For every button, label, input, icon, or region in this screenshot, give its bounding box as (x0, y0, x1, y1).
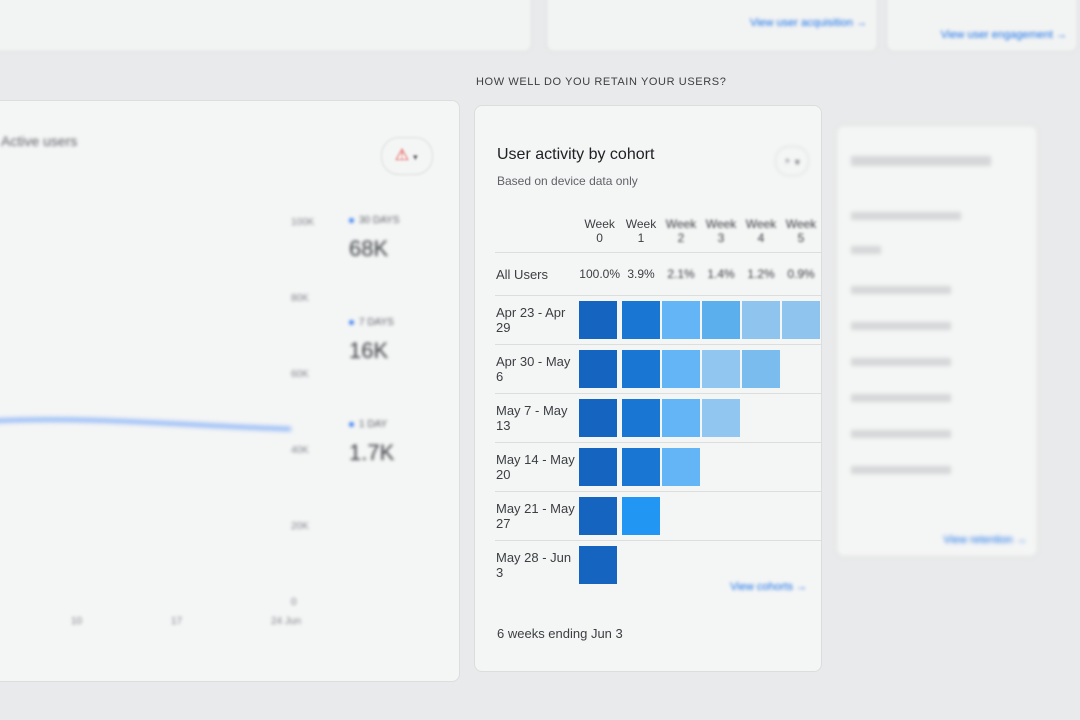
row-label: May 28 - Jun 3 (495, 540, 579, 589)
compare-icon: ◔ (782, 154, 790, 168)
y-tick: 60K (291, 369, 309, 380)
cohort-cell[interactable] (662, 350, 700, 388)
legend-30-days: 30 DAYS 68K (349, 215, 399, 262)
view-acquisition-link[interactable]: View user acquisition → (749, 17, 867, 29)
cohort-cell[interactable] (622, 497, 660, 535)
y-tick: 40K (291, 445, 309, 456)
row-label: Apr 23 - Apr 29 (495, 295, 579, 345)
week-header: Week 0 (584, 217, 615, 245)
cohort-cell[interactable] (662, 448, 700, 486)
cohort-row: Apr 30 - May 6 (495, 344, 821, 394)
row-label: All Users (495, 252, 579, 296)
cohort-cell[interactable] (579, 350, 618, 388)
cohort-cell[interactable] (702, 350, 740, 388)
cohort-cell[interactable] (579, 399, 618, 437)
legend-value: 16K (349, 338, 389, 363)
warning-icon: ⚠ (394, 147, 410, 164)
all-users-value: 0.9% (781, 252, 821, 296)
active-users-chart (0, 417, 291, 431)
all-users-value: 1.2% (741, 252, 781, 296)
cohort-footer: 6 weeks ending Jun 3 (497, 626, 623, 641)
cohort-subtitle: Based on device data only (497, 174, 638, 188)
cohort-row: May 21 - May 27 (495, 491, 821, 541)
row-label: May 21 - May 27 (495, 491, 579, 541)
all-users-value: 1.4% (701, 252, 741, 296)
active-users-title: Active users (1, 133, 78, 149)
y-tick: 80K (291, 293, 309, 304)
row-label: Apr 30 - May 6 (495, 344, 579, 394)
cohort-cell[interactable] (622, 448, 660, 486)
cohort-cell[interactable] (622, 350, 660, 388)
cohort-cell[interactable] (579, 497, 618, 535)
cohort-row: May 28 - Jun 3 (495, 540, 821, 589)
cohort-cell[interactable] (579, 448, 618, 486)
legend-label: 1 DAY (359, 419, 388, 430)
view-engagement-link[interactable]: View user engagement → (940, 29, 1067, 41)
cohort-row: May 14 - May 20 (495, 442, 821, 492)
all-users-value: 2.1% (661, 252, 701, 296)
chevron-down-icon: ▼ (409, 153, 420, 162)
cohort-row: Apr 23 - Apr 29 (495, 295, 821, 345)
compare-button[interactable]: ◔ ▼ (775, 146, 809, 176)
cohort-title: User activity by cohort (497, 146, 655, 163)
week-header: Week 5 (785, 217, 817, 245)
active-users-card: Active users ⚠ ▼ 100K 80K 60K 40K 20K 0 10 17 2… (0, 100, 460, 682)
cohort-cell[interactable] (702, 301, 740, 339)
dot-icon (349, 421, 354, 427)
legend-label: 7 DAYS (359, 317, 394, 328)
cohort-cell[interactable] (782, 301, 820, 339)
legend-label: 30 DAYS (359, 215, 400, 226)
week-header: Week 4 (745, 217, 777, 245)
line-30-days (0, 417, 291, 431)
all-users-value: 100.0% (578, 252, 621, 296)
cohort-cell[interactable] (702, 399, 740, 437)
y-tick: 20K (291, 521, 309, 532)
cohort-cell[interactable] (742, 301, 780, 339)
legend-1-day: 1 DAY 1.7K (349, 419, 394, 466)
cohort-cell[interactable] (662, 399, 700, 437)
view-retention-link[interactable]: View retention → (943, 534, 1027, 546)
top-card-mid: View user acquisition → (546, 0, 878, 52)
right-card: View retention → (836, 125, 1038, 557)
x-tick: 10 (71, 616, 83, 627)
x-tick: 17 (171, 616, 183, 627)
y-tick: 100K (291, 217, 315, 228)
y-tick: 0 (291, 597, 297, 608)
cohort-cell[interactable] (742, 350, 780, 388)
top-card-left (0, 0, 532, 52)
section-title: HOW WELL DO YOU RETAIN YOUR USERS? (476, 76, 727, 88)
cohort-table: Week 0 Week 1 Week 2 Week 3 Week 4 Week 5 All… (495, 210, 821, 589)
dot-icon (349, 319, 354, 325)
view-cohorts-link[interactable]: View cohorts → (730, 581, 807, 593)
cohort-row: May 7 - May 13 (495, 393, 821, 443)
top-card-right: View user engagement → (886, 0, 1078, 52)
warning-button[interactable]: ⚠ ▼ (381, 137, 433, 175)
cohort-cell[interactable] (622, 399, 660, 437)
legend-7-days: 7 DAYS 16K (349, 317, 394, 364)
row-label: May 14 - May 20 (495, 442, 579, 492)
cohort-cell[interactable] (662, 301, 700, 339)
legend-value: 68K (349, 236, 389, 261)
week-header: Week 1 (625, 217, 657, 245)
dot-icon (349, 217, 354, 223)
cohort-cell[interactable] (622, 301, 660, 339)
week-header: Week 2 (665, 217, 697, 245)
row-label: May 7 - May 13 (495, 393, 579, 443)
x-tick: 24 Jun (271, 616, 302, 627)
all-users-value: 3.9% (621, 252, 661, 296)
cohort-cell[interactable] (579, 546, 618, 584)
chevron-down-icon: ▼ (793, 158, 802, 167)
cohort-cell[interactable] (579, 301, 618, 339)
week-header: Week 3 (705, 217, 737, 245)
all-users-row: All Users 100.0% 3.9% 2.1% 1.4% 1.2% 0.9% (495, 252, 821, 296)
legend-value: 1.7K (349, 440, 395, 465)
cohort-card: User activity by cohort Based on device … (474, 105, 822, 672)
